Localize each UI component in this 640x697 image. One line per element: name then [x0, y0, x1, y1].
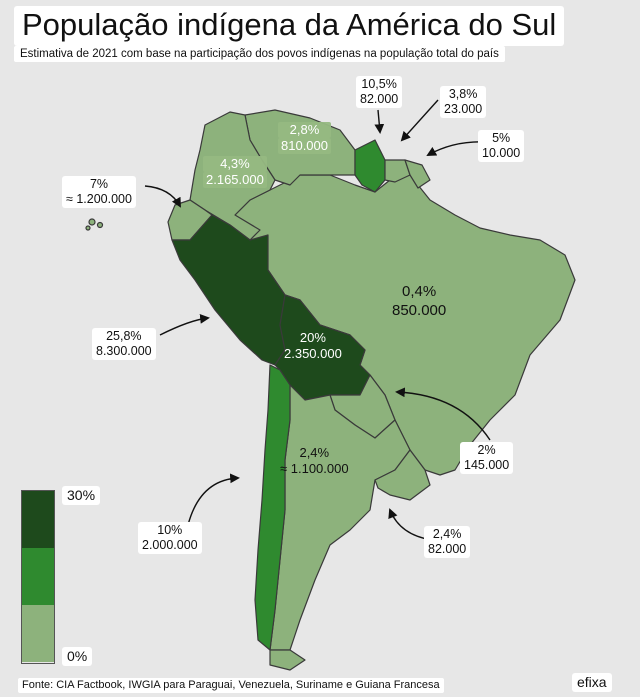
- country-chile: [254, 364, 291, 651]
- country-guyana: [354, 139, 386, 193]
- brand-logo: efixa: [572, 673, 612, 692]
- label-argentina: 2,4% ≈ 1.100.000: [280, 445, 349, 476]
- label-paraguay: 2% 145.000: [460, 442, 514, 474]
- label-suriname: 3,8% 23.000: [440, 86, 487, 118]
- page-subtitle: Estimativa de 2021 com base na participa…: [14, 46, 505, 62]
- label-venezuela: 2,8% 810.000: [278, 122, 331, 154]
- label-brazil: 0,4% 850.000: [392, 283, 447, 319]
- arrow-suriname: [400, 99, 439, 142]
- legend-min-label: 0%: [62, 647, 93, 666]
- country-argentina: [269, 384, 411, 651]
- legend-max-label: 30%: [62, 486, 101, 505]
- tierra-del-fuego: [269, 649, 306, 671]
- country-suriname: [384, 159, 411, 183]
- label-uruguay: 2,4% 82.000: [424, 526, 471, 558]
- arrow-ecuador: [144, 185, 181, 208]
- arrow-chile: [187, 473, 240, 526]
- label-colombia: 4,3% 2.165.000: [203, 156, 267, 188]
- label-chile: 10% 2.000.000: [138, 522, 202, 554]
- source-note: Fonte: CIA Factbook, IWGIA para Paraguai…: [18, 678, 444, 693]
- label-ecuador: 7% ≈ 1.200.000: [62, 176, 136, 208]
- country-french-guiana: [404, 159, 431, 189]
- arrow-peru: [159, 313, 210, 336]
- galapagos-islands: [88, 218, 96, 226]
- arrow-paraguay: [395, 387, 491, 441]
- label-french-guiana: 5% 10.000: [478, 130, 525, 162]
- arrow-guyana: [374, 109, 385, 134]
- country-uruguay: [374, 449, 431, 501]
- page-title: População indígena da América do Sul: [14, 6, 565, 46]
- label-guyana: 10,5% 82.000: [356, 76, 403, 108]
- label-bolivia: 20% 2.350.000: [284, 330, 342, 361]
- label-peru: 25,8% 8.300.000: [92, 328, 156, 360]
- legend-color-scale: [21, 490, 55, 664]
